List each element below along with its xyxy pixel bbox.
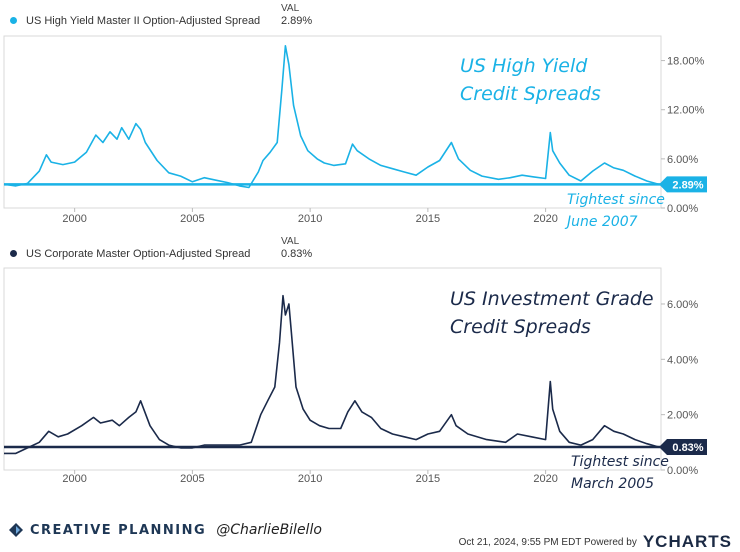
hy-x-tick-label: 2010 <box>298 213 322 225</box>
brand-name: CREATIVE PLANNING <box>30 522 207 538</box>
ig-legend-dot-icon <box>10 250 17 257</box>
creative-planning-logo-icon <box>9 523 23 537</box>
powered-by: Oct 21, 2024, 9:55 PM EDT Powered by YCH… <box>459 532 732 552</box>
ig-x-tick-label: 2010 <box>298 473 322 485</box>
hy-val-header: VAL <box>281 3 300 14</box>
hy-value-badge-shape <box>659 176 707 193</box>
ig-y-tick-label: 2.00% <box>667 410 698 422</box>
ig-annotation-title: US Investment Grade <box>450 288 654 310</box>
ig-x-tick-label: 2020 <box>533 473 557 485</box>
ycharts-logo: YCHARTS <box>642 532 732 551</box>
hy-annotation-title: Credit Spreads <box>460 83 601 105</box>
ig-x-tick-label: 2000 <box>62 473 86 485</box>
legend-hy: US High Yield Master II Option-Adjusted … <box>10 3 312 27</box>
ig-value-badge-shape <box>659 439 707 456</box>
footer: CREATIVE PLANNING @CharlieBilello Oct 21… <box>0 516 740 551</box>
hy-plot-frame <box>3 35 662 209</box>
hy-y-tick-label: 18.00% <box>667 56 705 68</box>
hy-series-line <box>3 45 659 189</box>
hy-series-name: US High Yield Master II Option-Adjusted … <box>26 15 261 27</box>
hy-y-tick-label: 0.00% <box>667 203 698 215</box>
hy-annotation-note: Tightest since <box>567 192 665 208</box>
ig-x-tick-label: 2005 <box>180 473 204 485</box>
hy-value-badge: 2.89% <box>659 176 707 193</box>
ig-y-tick-label: 0.00% <box>667 465 698 477</box>
ig-plot-frame <box>3 267 662 471</box>
hy-annotation-note: June 2007 <box>564 214 638 230</box>
hy-x-tick-label: 2015 <box>416 213 440 225</box>
ig-series-name: US Corporate Master Option-Adjusted Spre… <box>26 248 251 260</box>
twitter-handle: @CharlieBilello <box>216 522 322 538</box>
hy-legend-dot-icon <box>10 17 17 24</box>
ig-chart: 2000 2005 2010 2015 2020 6.00% 4.00% 2.00% 0.00%… <box>3 267 707 492</box>
hy-annotation-title: US High Yield <box>460 55 588 77</box>
hy-current-value: 2.89% <box>281 15 313 27</box>
timestamp: Oct 21, 2024, 9:55 PM EDT Powered by <box>458 536 637 548</box>
hy-value-badge-label: 2.89% <box>672 179 703 191</box>
ig-value-badge-label: 0.83% <box>672 442 703 454</box>
ig-annotation-title: Credit Spreads <box>450 316 591 338</box>
ig-annotation-note: Tightest since <box>571 454 669 470</box>
ig-val-header: VAL <box>281 236 300 247</box>
ig-y-tick-label: 4.00% <box>667 354 698 366</box>
ig-x-tick-label: 2015 <box>416 473 440 485</box>
hy-x-tick-label: 2005 <box>180 213 204 225</box>
ig-current-value: 0.83% <box>281 248 313 260</box>
credit-spreads-chart: 2000 2005 2010 2015 2020 18.00% 12.00% 6.00% 0.0… <box>3 35 707 492</box>
brand: CREATIVE PLANNING @CharlieBilello <box>8 522 322 538</box>
ig-value-badge: 0.83% <box>659 439 707 456</box>
ig-y-tick-label: 6.00% <box>667 299 698 311</box>
hy-chart: 2000 2005 2010 2015 2020 18.00% 12.00% 6.00% 0.0… <box>3 35 707 230</box>
legend-ig: US Corporate Master Option-Adjusted Spre… <box>10 236 312 260</box>
hy-x-tick-label: 2000 <box>62 213 86 225</box>
hy-y-tick-label: 12.00% <box>667 105 705 117</box>
ig-annotation-note: March 2005 <box>571 476 654 492</box>
hy-y-tick-label: 6.00% <box>667 154 698 166</box>
hy-x-tick-label: 2020 <box>533 213 557 225</box>
ig-series-line <box>4 294 659 455</box>
